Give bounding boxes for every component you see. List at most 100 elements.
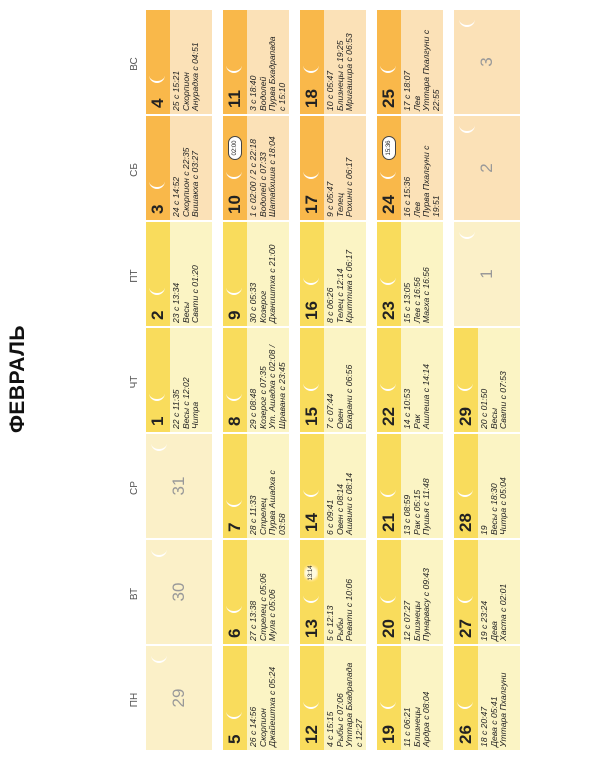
day-cell[interactable]: 2 23 с 13:34 Весы Свати с 01:20 — [146, 222, 212, 326]
day-cell[interactable]: 3 — [454, 10, 520, 114]
moon-phase-icon — [457, 383, 473, 391]
day-cell[interactable]: 31 — [146, 434, 212, 538]
day-detail-line: Бхарани с 06:56 — [344, 364, 354, 429]
day-detail-line: Ашлеша с 14:14 — [421, 364, 431, 429]
weekday-header: ВС — [129, 57, 140, 71]
day-cell[interactable]: 2 — [454, 116, 520, 220]
day-cell[interactable]: 8 29 с 08:48 Козерог с 07:35 Ут. Ашадха с 0… — [223, 328, 289, 432]
moon-phase-icon — [151, 655, 167, 663]
day-cell[interactable]: 29 20 с 01:50 Весы Свати с 07:53 — [454, 328, 520, 432]
day-cell[interactable]: 15 7 с 07:44 Овен Бхарани с 06:56 — [300, 328, 366, 432]
moon-phase-icon — [380, 383, 396, 391]
day-details: 19 Весы с 18:30 Читра с 05:04 — [479, 435, 509, 535]
day-number: 31 — [169, 476, 188, 496]
day-number: 8 — [225, 416, 244, 426]
day-cell[interactable]: 9 30 с 05:33 Козерог Дхаништха с 21:00 — [223, 222, 289, 326]
day-detail-line: Хаста с 02:01 — [498, 583, 508, 641]
moon-phase-icon — [226, 499, 242, 507]
day-cell[interactable]: 14 6 с 09:41 Овен с 08:14 Ашвини с 08:14 — [300, 434, 366, 538]
day-cell[interactable]: 28 19 Весы с 18:30 Читра с 05:04 — [454, 434, 520, 538]
day-details: 25 с 15:21 Скорпион Анурадха с 04:51 — [171, 11, 201, 111]
day-cell[interactable]: 10 02:00 1 с 02:00 / 2 с 22:18 Водолей с 07… — [223, 116, 289, 220]
day-cell[interactable]: 11 3 с 18:40 Водолей Пурва Бхадрапада с 15:1… — [223, 10, 289, 114]
day-detail-line: Мригашира с 06:53 — [344, 33, 354, 111]
day-cell[interactable]: 4 25 с 15:21 Скорпион Анурадха с 04:51 — [146, 10, 212, 114]
day-number: 17 — [302, 195, 321, 214]
day-cell[interactable]: 5 26 с 14:56 Скорпион Джайештха с 05:24 — [223, 646, 289, 750]
day-number: 7 — [225, 522, 244, 532]
day-details: 8 с 06:26 Телец с 12:14 Криттика с 06:17 — [325, 223, 355, 323]
moon-phase-icon — [151, 549, 167, 557]
event-time-badge: 02:00 — [228, 136, 242, 160]
day-number: 11 — [225, 90, 244, 108]
day-cell[interactable]: 1 — [454, 222, 520, 326]
day-number: 29 — [169, 688, 188, 708]
day-cell[interactable]: 22 14 с 10:53 Рак Ашлеша с 14:14 — [377, 328, 443, 432]
day-number: 24 — [379, 195, 398, 214]
day-detail-line: Анурадха с 04:51 — [190, 42, 200, 111]
day-details: 14 с 10:53 Рак Ашлеша с 14:14 — [402, 329, 432, 429]
day-number: 26 — [456, 725, 475, 744]
day-detail-line: 22:55 — [430, 89, 441, 111]
moon-phase-icon — [303, 277, 319, 285]
day-cell[interactable]: 17 9 с 05:47 Телец Рохини с 06:17 — [300, 116, 366, 220]
day-cell[interactable]: 26 18 с 20:47 Дева с 05:41 Уттара Пхалгуни — [454, 646, 520, 750]
moon-phase-icon — [459, 125, 475, 133]
day-detail-line: Свати с 07:53 — [498, 371, 508, 429]
day-cell[interactable]: 21 13 с 08:59 Рак с 05:15 Пушья с 11:48 — [377, 434, 443, 538]
day-cell[interactable]: 25 17 с 18:07 Лев Уттара Пхалгуни с 22:55 — [377, 10, 443, 114]
day-cell[interactable]: 6 27 с 13:38 Стрелец с 05:06 Мула с 05:06 — [223, 540, 289, 644]
day-cell[interactable]: 30 — [146, 540, 212, 644]
weekday-header: ВТ — [129, 587, 140, 601]
day-cell[interactable]: 23 15 с 13:05 Лев с 16:56 Магха с 16:56 — [377, 222, 443, 326]
day-number: 25 — [379, 89, 398, 108]
day-cell[interactable]: 3 24 с 14:52 Скорпион с 22:35 Вишакха с 03:… — [146, 116, 212, 220]
day-number: 2 — [148, 310, 167, 320]
weekday-header: СР — [129, 481, 140, 495]
day-details: 13 с 08:59 Рак с 05:15 Пушья с 11:48 — [402, 435, 432, 535]
day-cell[interactable]: 19 11 с 06:21 Близнецы Ардра с 08:04 — [377, 646, 443, 750]
day-details: 7 с 07:44 Овен Бхарани с 06:56 — [325, 329, 355, 429]
moon-phase-icon — [303, 171, 319, 179]
day-details: 4 с 15:15 Рыбы с 07:06 Уттара Бхадрапада с … — [325, 647, 364, 747]
weekday-header: ПТ — [129, 269, 140, 283]
moon-phase-icon — [380, 701, 396, 709]
day-cell[interactable]: 12 4 с 15:15 Рыбы с 07:06 Уттара Бхадрапада… — [300, 646, 366, 750]
day-number: 16 — [302, 301, 321, 320]
day-cell[interactable]: 20 12 с 07:27 Близнецы Пунарвасу с 09:43 — [377, 540, 443, 644]
moon-phase-icon — [226, 605, 242, 613]
moon-phase-icon — [303, 65, 319, 73]
event-time-badge: 15:36 — [382, 136, 396, 160]
day-details: 26 с 14:56 Скорпион Джайештха с 05:24 — [248, 647, 278, 747]
day-details: 9 с 05:47 Телец Рохини с 06:17 — [325, 117, 355, 217]
weekday-header: ЧТ — [129, 375, 140, 389]
moon-phase-icon — [457, 595, 473, 603]
day-cell[interactable]: 29 — [146, 646, 212, 750]
day-details: 28 с 11:33 Стрелец Пурва Ашадха с 03:58 — [248, 435, 287, 535]
day-cell[interactable]: 27 19 с 23:24 Дева Хаста с 02:01 — [454, 540, 520, 644]
moon-phase-icon — [303, 489, 319, 497]
day-details: 27 с 13:38 Стрелец с 05:06 Мула с 05:06 — [248, 541, 278, 641]
weekday-header: ПН — [129, 692, 140, 708]
day-cell[interactable]: 13 13:14 5 с 12:13 Рыбы Ревати с 10:06 — [300, 540, 366, 644]
day-cell[interactable]: 1 22 с 11:35 Весы с 12:02 Читра — [146, 328, 212, 432]
day-number: 30 — [169, 582, 188, 602]
day-detail-line: Криттика с 06:17 — [344, 249, 354, 323]
day-detail-line: Свати с 01:20 — [190, 265, 200, 323]
day-cell[interactable]: 7 28 с 11:33 Стрелец Пурва Ашадха с 03:58 — [223, 434, 289, 538]
day-details: 3 с 18:40 Водолей Пурва Бхадрапада с 15:10 — [248, 11, 287, 111]
moon-phase-icon — [149, 75, 165, 83]
day-number: 4 — [148, 98, 167, 108]
day-details: 11 с 06:21 Близнецы Ардра с 08:04 — [402, 647, 432, 747]
day-details: 24 с 14:52 Скорпион с 22:35 Вишакха с 03:2… — [171, 117, 201, 217]
day-cell[interactable]: 18 10 с 05:47 Близнецы с 19:25 Мригашира с … — [300, 10, 366, 114]
day-cell[interactable]: 24 15:36 16 с 15:36 Лев Пурва Пхалгуни с 19:5… — [377, 116, 443, 220]
day-cell[interactable]: 16 8 с 06:26 Телец с 12:14 Криттика с 06:17 — [300, 222, 366, 326]
moon-phase-icon — [380, 595, 396, 603]
day-number: 1 — [477, 269, 496, 279]
moon-phase-icon — [226, 393, 242, 401]
day-details: 29 с 08:48 Козерог с 07:35 Ут. Ашадха с 02… — [248, 329, 287, 429]
moon-phase-icon — [149, 287, 165, 295]
day-number: 6 — [225, 628, 244, 638]
